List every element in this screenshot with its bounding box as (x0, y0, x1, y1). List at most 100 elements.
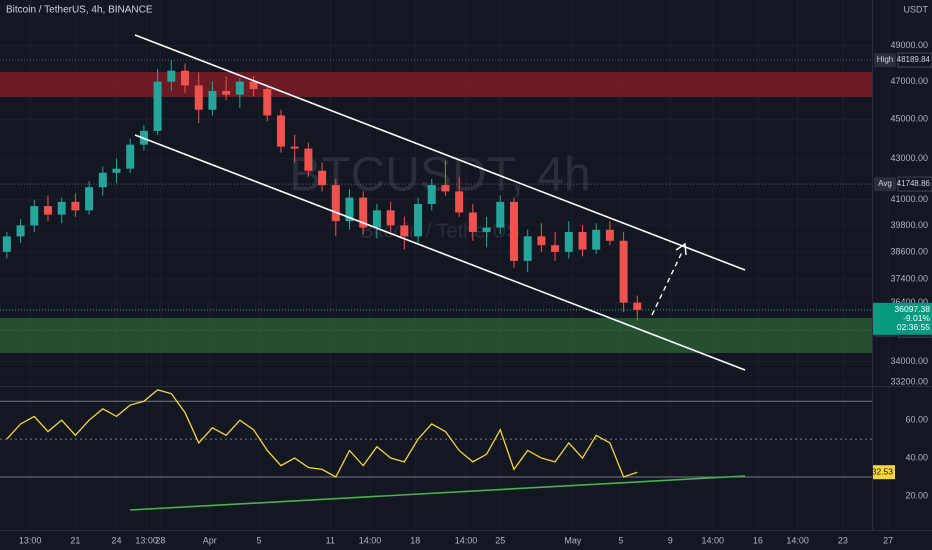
y-tick-label: 36400.00 (890, 297, 928, 307)
candle-body (551, 245, 560, 252)
candle-body (208, 90, 217, 110)
x-tick-label: 5 (257, 535, 262, 545)
y-tick-label: 39800.00 (890, 220, 928, 230)
candle-body (537, 236, 546, 246)
rsi-tick-label: 60.00 (905, 415, 928, 425)
arrow-head (675, 242, 687, 256)
candle-body (427, 185, 436, 204)
candle-body (592, 229, 601, 250)
level-value: 48189.84 (897, 55, 931, 64)
candle-body (509, 201, 518, 261)
level-tag (874, 53, 896, 68)
last-price: 36097.38 (895, 304, 931, 314)
candle-body (441, 185, 450, 192)
level-value: 41748.86 (897, 179, 931, 188)
candle-body (496, 201, 505, 228)
candle-body (126, 144, 135, 169)
rsi-trendline (129, 475, 746, 511)
candle-body (331, 185, 340, 222)
candle-body (633, 302, 642, 310)
candle-body (482, 227, 491, 232)
candle-body (578, 231, 587, 250)
y-tick-label: 41000.00 (890, 194, 928, 204)
candle-body (194, 85, 203, 110)
x-tick-label: May (564, 535, 582, 545)
x-tick-label: 9 (668, 535, 673, 545)
candle-body (30, 206, 39, 226)
candle-body (235, 81, 244, 95)
candle-body (276, 115, 285, 147)
rsi-value: 32.53 (872, 466, 894, 476)
x-tick-label: 5 (618, 535, 623, 545)
level-tag (874, 177, 896, 192)
candle-body (57, 201, 66, 215)
candle-body (98, 172, 107, 188)
candle-body (304, 148, 313, 171)
unit-label: USDT (904, 4, 929, 14)
x-tick-label: 13:00 (19, 535, 42, 545)
candles (2, 60, 642, 321)
x-tick-label: 16 (753, 535, 763, 545)
candle-body (386, 210, 395, 226)
x-tick-label: 13:00 (135, 535, 158, 545)
x-tick-label: 24 (111, 535, 121, 545)
x-tick-label: 27 (883, 535, 893, 545)
x-tick-label: 25 (495, 535, 505, 545)
last-price-change: -9.01% (903, 313, 930, 323)
last-price-box (873, 302, 932, 335)
y-tick-label: 43000.00 (890, 153, 928, 163)
y-tick-label: 49000.00 (890, 40, 928, 50)
candle-body (181, 70, 190, 86)
candle-body (468, 212, 477, 232)
channel-lower (134, 134, 746, 371)
candle-body (318, 170, 327, 186)
candle-body (167, 70, 176, 82)
x-tick-label: 28 (155, 535, 165, 545)
y-tick-label: 34000.00 (890, 356, 928, 366)
resistance-zone (0, 72, 872, 97)
candle-body (619, 240, 628, 303)
level-tag-label: Avg (878, 179, 892, 188)
candle-body (2, 236, 11, 252)
candle-body (290, 146, 299, 149)
last-price-countdown: 02:36:55 (897, 322, 930, 332)
rsi-line (6, 389, 638, 478)
chart-title: Bitcoin / TetherUS, 4h, BINANCE (6, 5, 153, 16)
x-tick-label: 14:00 (359, 535, 382, 545)
candle-body (400, 225, 409, 237)
candle-body (372, 210, 381, 228)
channel-upper (134, 34, 746, 271)
x-tick-label: 23 (838, 535, 848, 545)
candle-body (523, 236, 532, 261)
x-tick-label: 14:00 (455, 535, 478, 545)
y-tick-label: 33200.00 (890, 377, 928, 387)
y-tick-label: 37400.00 (890, 274, 928, 284)
candle-body (16, 225, 25, 237)
level-value-box (897, 176, 932, 192)
x-tick-label: 21 (70, 535, 80, 545)
candle-body (345, 197, 354, 222)
projection-arrow (651, 249, 684, 316)
rsi-value-box (873, 465, 895, 480)
x-tick-label: 11 (326, 535, 335, 545)
y-tick-label: 45000.00 (890, 114, 928, 124)
level-value-box (897, 52, 932, 68)
x-tick-label: 14:00 (786, 535, 809, 545)
candle-body (153, 81, 162, 131)
candle-body (249, 81, 258, 90)
x-tick-label: Apr (203, 535, 217, 545)
axes: 49000.00 47000.00 45000.00 43000.00 41000.00… (19, 40, 932, 545)
grid (0, 0, 888, 530)
y-tick-label: 47000.00 (890, 76, 928, 86)
candle-body (43, 206, 52, 215)
rsi-tick-label: 40.00 (905, 452, 928, 462)
support-zone (0, 318, 872, 353)
levels (0, 59, 872, 331)
candle-body (222, 90, 231, 95)
candle-body (414, 203, 423, 237)
candle-body (564, 231, 573, 252)
candle-body (455, 191, 464, 213)
candle-body (605, 229, 614, 241)
y-tick-label: 38600.00 (890, 246, 928, 256)
